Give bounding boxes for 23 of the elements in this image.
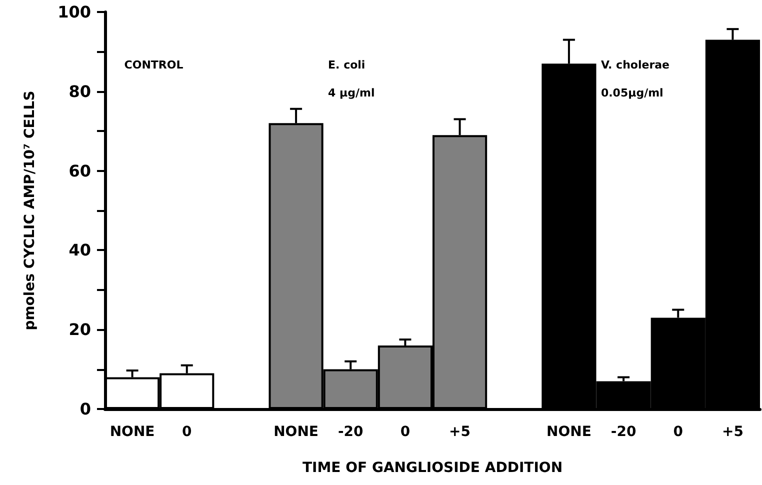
annotation: 0.05µg/ml [600, 86, 664, 100]
x-tick-label: 0 [400, 424, 410, 440]
x-tick-label: NONE [274, 424, 318, 440]
annotation: V. cholerae [600, 58, 670, 72]
x-tick-label: +5 [722, 424, 744, 440]
annotation: CONTROL [124, 58, 184, 72]
x-tick-label: -20 [610, 424, 636, 440]
y-tick-label: 0 [80, 400, 91, 418]
y-tick-label: 40 [68, 240, 91, 260]
y-tick-label: 100 [58, 2, 91, 22]
x-tick-label: -20 [338, 424, 364, 440]
y-tick-label: 60 [68, 161, 91, 180]
y-tick-label: 20 [68, 320, 91, 340]
y-tick-label: 80 [68, 82, 91, 101]
x-tick-label: NONE [546, 424, 592, 440]
annotation: 4 µg/ml [328, 86, 375, 100]
x-tick-label: 0 [673, 424, 684, 440]
x-tick-label: NONE [110, 424, 155, 440]
x-tick-label: +5 [449, 424, 471, 440]
y-axis-title: pmoles CYCLIC AMP/10⁷ CELLS [22, 90, 38, 330]
x-axis-title: TIME OF GANGLIOSIDE ADDITION [302, 460, 563, 476]
x-tick-label: 0 [182, 424, 192, 440]
annotation: E. coli [328, 58, 366, 72]
